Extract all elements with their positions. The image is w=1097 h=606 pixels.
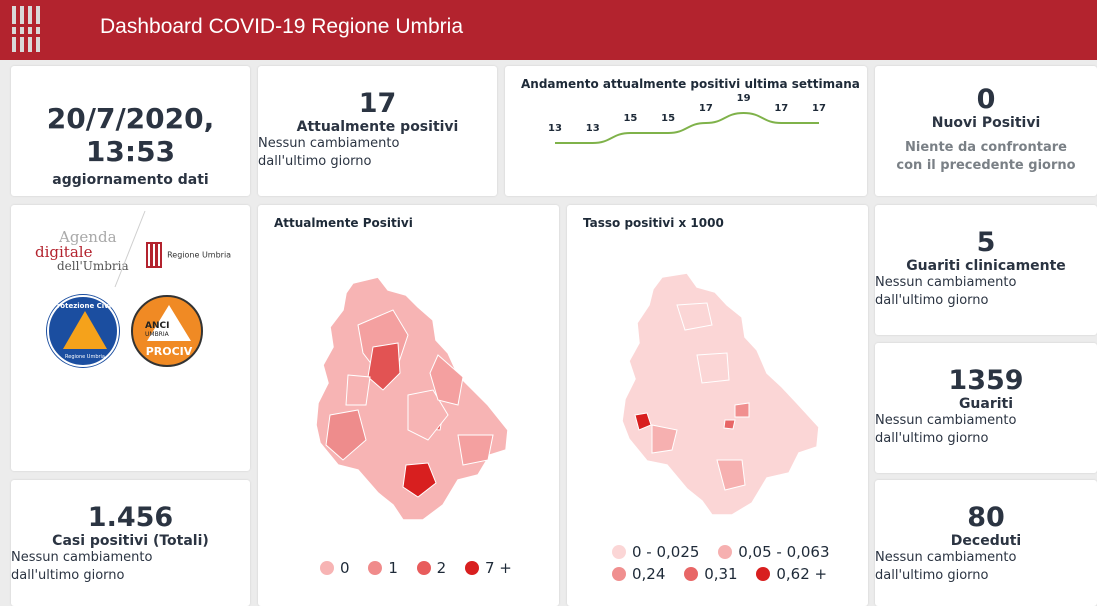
active-positives-card: 17 Attualmente positivi Nessun cambiamen… (258, 66, 497, 196)
regione-umbria-icon (146, 242, 162, 268)
legend-item: 2 (416, 559, 446, 577)
map-rate-card: Tasso positivi x 1000 0 - 0,025 0,05 - 0… (567, 205, 868, 606)
trend-data-label: 17 (774, 103, 788, 114)
page-title: Dashboard COVID-19 Regione Umbria (100, 15, 463, 38)
deaths-label: Deceduti (950, 533, 1022, 549)
legend-dot-icon (416, 561, 431, 575)
regione-umbria-logo: Regione Umbria (146, 242, 231, 268)
legend-item: 0,62 + (756, 565, 827, 583)
new-positives-card: 0 Nuovi Positivi Niente da confrontare c… (875, 66, 1097, 196)
legend-dot-icon (464, 561, 479, 575)
umbria-map-active (315, 276, 509, 521)
deaths-card: 80 Deceduti Nessun cambiamento dall'ulti… (875, 480, 1097, 606)
legend-dot-icon (718, 545, 733, 559)
legend-item: 0,24 (612, 565, 665, 583)
legend-item: 0 (320, 559, 350, 577)
map-active-legend: 0 1 2 7 + (320, 559, 526, 577)
trend-data-label: 17 (699, 103, 713, 114)
umbria-logo-icon (10, 4, 46, 54)
recovered-clinically-value: 5 (976, 227, 996, 258)
legend-item: 7 + (464, 559, 512, 577)
map-active-card: Attualmente Positivi 0 1 2 7 + (258, 205, 559, 606)
top-bar: Dashboard COVID-19 Regione Umbria (0, 0, 1097, 60)
update-card: 20/7/2020, 13:53 aggiornamento dati (11, 66, 250, 196)
trend-data-label: 13 (548, 123, 562, 134)
trend-data-label: 17 (812, 103, 826, 114)
active-positives-label: Attualmente positivi (296, 119, 459, 135)
legend-dot-icon (684, 567, 699, 581)
legend-dot-icon (612, 545, 626, 559)
trend-data-label: 15 (623, 113, 637, 124)
recovered-value: 1359 (948, 365, 1024, 396)
divider-line (114, 210, 146, 288)
trend-line (555, 111, 819, 144)
recovered-clinically-card: 5 Guariti clinicamente Nessun cambiament… (875, 205, 1097, 335)
update-label: aggiornamento dati (52, 172, 209, 188)
recovered-card: 1359 Guariti Nessun cambiamento dall'ult… (875, 343, 1097, 473)
trend-card: Andamento attualmente positivi ultima se… (505, 66, 867, 196)
legend-dot-icon (368, 561, 383, 575)
update-datetime: 20/7/2020, 13:53 (46, 102, 215, 168)
legend-dot-icon (320, 561, 334, 575)
total-cases-card: 1.456 Casi positivi (Totali) Nessun camb… (11, 480, 250, 606)
umbria-map-rate (621, 272, 820, 516)
deaths-value: 80 (967, 502, 1005, 533)
trend-chart-title: Andamento attualmente positivi ultima se… (521, 77, 860, 91)
recovered-label: Guariti (958, 396, 1014, 412)
legend-item: 0 - 0,025 (612, 543, 699, 561)
active-positives-value: 17 (358, 88, 397, 119)
trend-data-label: 13 (586, 123, 600, 134)
legend-item: 1 (368, 559, 398, 577)
map-rate-title: Tasso positivi x 1000 (583, 216, 724, 230)
new-positives-value: 0 (976, 84, 996, 115)
trend-data-label: 15 (661, 113, 675, 124)
map-rate-legend: 0 - 0,025 0,05 - 0,063 0,24 0,31 0,62 + (612, 543, 852, 583)
recovered-note: Nessun cambiamento dall'ultimo giorno (875, 413, 1017, 446)
new-positives-label: Nuovi Positivi (931, 115, 1041, 131)
protezione-civile-logo: Protezione Civile Regione Umbria (47, 295, 119, 367)
anci-triangle-icon (147, 305, 191, 341)
total-cases-value: 1.456 (87, 502, 174, 533)
deaths-note: Nessun cambiamento dall'ultimo giorno (875, 550, 1017, 583)
legend-item: 0,05 - 0,063 (718, 543, 830, 561)
recovered-clinically-note: Nessun cambiamento dall'ultimo giorno (875, 275, 1017, 308)
trend-data-label: 19 (737, 93, 751, 104)
new-positives-note: Niente da confrontare con il precedente … (896, 140, 1076, 173)
logos-card: Agenda digitale dell'Umbria Regione Umbr… (11, 205, 250, 471)
legend-dot-icon (756, 567, 771, 581)
recovered-clinically-label: Guariti clinicamente (906, 258, 1066, 274)
legend-dot-icon (612, 567, 626, 581)
active-positives-note: Nessun cambiamento dall'ultimo giorno (258, 136, 400, 169)
agenda-digitale-logo: Agenda digitale dell'Umbria (35, 228, 129, 273)
anci-prociv-logo: ANCI UMBRIA PROCIV (131, 295, 203, 367)
map-active-title: Attualmente Positivi (274, 216, 413, 230)
total-cases-note: Nessun cambiamento dall'ultimo giorno (11, 550, 153, 583)
legend-item: 0,31 (684, 565, 738, 583)
trend-chart: 13 13 15 15 17 19 17 17 (548, 93, 826, 144)
protezione-civile-triangle-icon (63, 311, 107, 349)
total-cases-label: Casi positivi (Totali) (52, 533, 209, 549)
